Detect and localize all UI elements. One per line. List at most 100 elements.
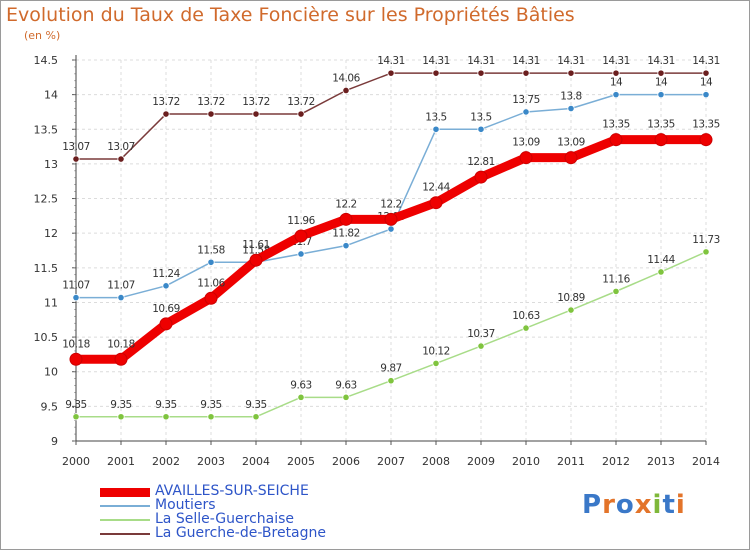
x-tick-label: 2010	[512, 455, 540, 468]
data-label: 13.72	[287, 96, 315, 108]
data-point	[567, 306, 575, 314]
data-point	[564, 151, 578, 165]
data-point	[567, 69, 575, 77]
data-label: 14.06	[332, 72, 360, 84]
logo-letter: i	[675, 490, 686, 520]
proxiti-logo: Proxiti	[582, 490, 686, 520]
x-tick-label: 2006	[332, 455, 360, 468]
data-point	[567, 104, 575, 113]
data-point	[72, 155, 80, 163]
legend-label: AVAILLES-SUR-SEICHE	[155, 483, 309, 499]
y-tick-label: 13	[44, 158, 58, 171]
x-tick-label: 2011	[557, 455, 585, 468]
data-point	[702, 91, 710, 99]
y-tick-label: 13.5	[34, 123, 59, 136]
x-tick-label: 2014	[692, 455, 720, 468]
data-point	[609, 133, 623, 147]
logo-letter: P	[582, 490, 603, 520]
data-point	[387, 377, 395, 385]
data-label: 13.5	[470, 111, 491, 123]
data-label: 14.31	[377, 55, 405, 67]
data-label: 11.24	[152, 268, 180, 280]
data-point	[69, 352, 83, 366]
data-label: 9.35	[65, 399, 86, 411]
y-tick-label: 9.5	[41, 400, 59, 413]
data-label: 11.44	[647, 254, 675, 266]
data-point	[114, 352, 128, 366]
data-point	[654, 133, 668, 147]
data-point	[72, 413, 80, 421]
data-point	[117, 155, 125, 163]
data-point	[207, 258, 215, 266]
data-point	[699, 133, 713, 147]
y-tick-label: 12	[44, 227, 58, 240]
data-point	[342, 86, 350, 95]
data-label: 13.35	[692, 119, 720, 131]
y-tick-label: 10.5	[34, 331, 59, 344]
data-label: 11.61	[242, 239, 270, 251]
legend-label: La Selle-Guerchaise	[155, 511, 295, 527]
data-label: 13.5	[425, 111, 446, 123]
data-label: 13.07	[62, 141, 90, 153]
data-point	[657, 91, 665, 99]
data-label: 9.35	[200, 399, 221, 411]
data-point	[162, 282, 170, 290]
data-point	[294, 229, 308, 243]
data-point	[204, 291, 218, 305]
y-tick-label: 11.5	[34, 262, 59, 275]
data-point	[522, 69, 530, 77]
data-point	[432, 125, 440, 133]
data-label: 14	[700, 77, 713, 89]
data-point	[657, 268, 665, 276]
data-point	[477, 342, 485, 350]
data-label: 9.35	[245, 399, 266, 411]
data-label: 13.72	[242, 96, 270, 108]
data-point	[612, 287, 620, 295]
data-label: 9.35	[110, 399, 131, 411]
y-tick-label: 14	[44, 89, 58, 102]
data-label: 10.89	[557, 292, 585, 304]
data-point	[384, 212, 398, 226]
data-point	[339, 212, 353, 226]
data-point	[474, 170, 488, 184]
legend-swatch	[100, 488, 150, 497]
data-label: 12.2	[335, 198, 356, 210]
data-label: 14.31	[647, 55, 675, 67]
data-label: 13.09	[512, 137, 540, 149]
data-point	[612, 91, 620, 99]
data-point	[252, 413, 260, 421]
data-point	[612, 69, 620, 77]
data-point	[297, 250, 305, 258]
data-label: 10.18	[107, 338, 135, 350]
data-label: 11.06	[197, 277, 225, 289]
data-label: 13.72	[197, 96, 225, 108]
data-label: 10.37	[467, 328, 495, 340]
data-label: 11.82	[332, 228, 360, 240]
data-point	[429, 196, 443, 210]
data-label: 14.31	[422, 55, 450, 67]
x-tick-label: 2005	[287, 455, 315, 468]
data-label: 14.31	[602, 55, 630, 67]
data-point	[657, 69, 665, 77]
data-point	[207, 110, 215, 118]
data-point	[117, 413, 125, 421]
data-label: 14.31	[467, 55, 495, 67]
data-label: 12.2	[380, 198, 401, 210]
data-label: 14	[655, 77, 668, 89]
x-tick-label: 2004	[242, 455, 270, 468]
data-label: 12.44	[422, 182, 450, 194]
data-label: 9.87	[380, 363, 401, 375]
y-tick-label: 9	[51, 435, 58, 448]
data-label: 11.07	[107, 280, 135, 292]
data-point	[162, 413, 170, 421]
data-point	[297, 393, 305, 401]
data-point	[477, 125, 485, 133]
data-point	[252, 110, 260, 118]
data-label: 13.35	[602, 119, 630, 131]
data-point	[207, 413, 215, 421]
logo-letter: t	[662, 490, 676, 520]
legend-label: La Guerche-de-Bretagne	[155, 525, 327, 541]
data-point	[522, 108, 530, 116]
data-label: 10.69	[152, 303, 180, 315]
